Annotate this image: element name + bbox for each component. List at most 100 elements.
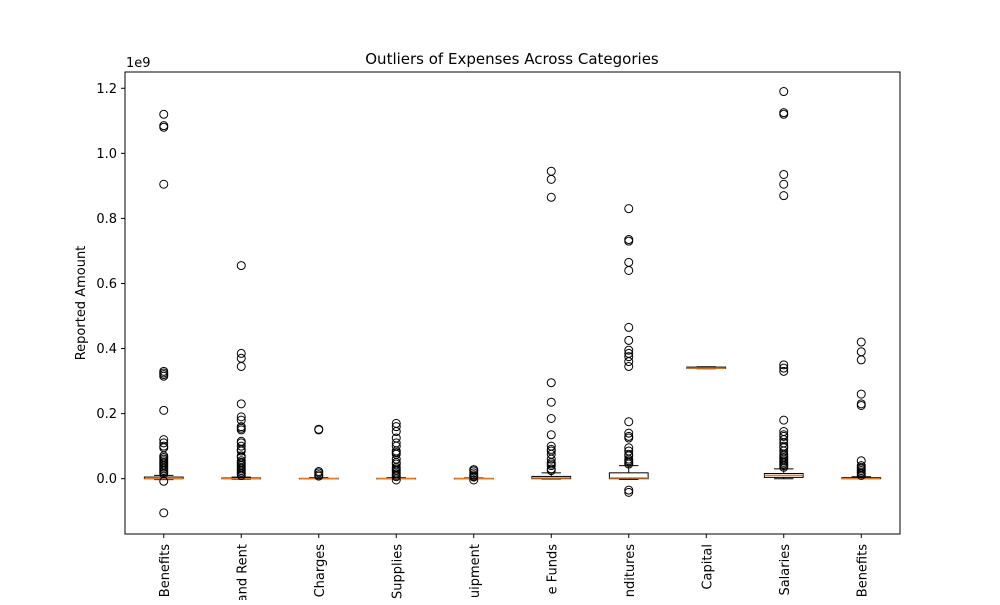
outlier-point [159,469,169,479]
x-tick-label: Benefits [158,544,173,597]
outlier-point [159,179,169,189]
box-group-10 [841,337,882,480]
x-tick-label: e Funds [545,544,560,595]
outlier-point [314,425,324,435]
outlier-point [236,425,246,435]
y-tick-label: 1.0 [96,147,117,162]
box-group-5 [453,465,494,485]
outlier-point [159,405,169,415]
outlier-point [779,87,789,97]
outlier-point [779,363,789,373]
outlier-point [624,361,634,371]
x-tick-label: Supplies [390,544,405,599]
outlier-point [236,412,246,422]
outlier-point [159,508,169,518]
outlier-point [546,466,556,476]
outlier-point [856,347,866,357]
outlier-point [236,348,246,358]
outlier-point [236,446,246,456]
x-tick-label: nditures [623,544,638,597]
outlier-point [391,472,401,482]
outlier-point [624,433,634,443]
outlier-point [546,192,556,202]
outlier-point [546,174,556,184]
y-axis-scale-label: 1e9 [126,56,151,71]
outlier-point [856,400,866,410]
outlier-point [624,257,634,267]
outlier-point [391,475,401,485]
outlier-point [856,337,866,347]
outlier-point [856,355,866,365]
box-group-1 [143,109,184,518]
outlier-point [236,399,246,409]
outlier-point [779,415,789,425]
outlier-point [236,353,246,363]
outlier-point [624,322,634,332]
outlier-point [779,431,789,441]
outlier-point [159,476,169,486]
outlier-point [779,360,789,370]
outlier-point [779,462,789,472]
outlier-point [236,470,246,480]
y-tick-label: 0.2 [96,407,117,422]
outlier-point [856,389,866,399]
outlier-point [391,427,401,437]
outlier-point [159,438,169,448]
outlier-point [159,122,169,132]
outlier-point [236,441,246,451]
y-tick-label: 0.4 [96,342,117,357]
outlier-point [624,417,634,427]
x-tick-label: Salaries [778,544,793,596]
x-tick-label: Capital [700,544,715,590]
outlier-point [779,366,789,376]
x-tick-label: uipment [468,544,483,598]
outlier-point [624,459,634,469]
outlier-point [624,204,634,214]
y-tick-label: 0.8 [96,212,117,227]
y-tick-label: 0.0 [96,472,117,487]
outlier-point [546,166,556,176]
outlier-point [779,169,789,179]
outlier-point [546,454,556,464]
outlier-point [624,265,634,275]
outlier-point [779,191,789,201]
box-group-9 [763,87,804,480]
outlier-point [624,335,634,345]
box-group-7 [608,204,649,497]
outlier-point [314,471,324,481]
box-group-2 [221,261,262,480]
x-tick-label: Benefits [855,544,870,597]
outlier-point [546,430,556,440]
outlier-point [236,361,246,371]
outlier-point [624,345,634,355]
outlier-point [469,472,479,482]
outlier-point [624,428,634,438]
outlier-point [624,357,634,367]
outlier-point [779,109,789,119]
box-group-8 [686,366,727,370]
outlier-point [469,475,479,485]
outlier-point [391,422,401,432]
outlier-point [624,352,634,362]
outlier-point [236,261,246,271]
y-axis-label: Reported Amount [74,246,89,361]
outlier-point [624,487,634,497]
y-tick-label: 0.6 [96,277,117,292]
outlier-point [159,109,169,119]
outlier-point [546,378,556,388]
x-tick-label: Charges [313,544,328,598]
plot-area: 0.0 0.2 0.4 0.6 0.8 1.0 1.2 Benefits and Rent Cha… [96,82,882,602]
box-group-6 [531,166,572,480]
outlier-point [624,236,634,246]
box-group-3 [298,424,339,481]
outlier-point [624,485,634,495]
outlier-point [856,470,866,480]
outlier-point [779,179,789,189]
box-group-4 [376,418,417,485]
outlier-point [546,414,556,423]
outlier-point [546,397,556,407]
chart-title: Outliers of Expenses Across Categories [365,50,659,68]
outlier-point [159,371,169,381]
